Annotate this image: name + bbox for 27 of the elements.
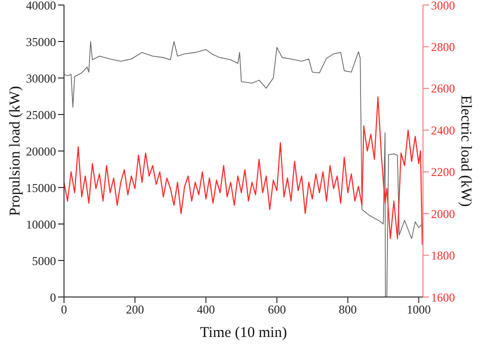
x-tick-label: 0 bbox=[61, 302, 67, 317]
y2-axis-title: Electric load (kW) bbox=[458, 95, 474, 207]
y-axis-title: Propulsion load (kW) bbox=[7, 86, 24, 216]
y-tick-label: 35000 bbox=[26, 34, 56, 49]
x-tick-label: 600 bbox=[268, 302, 286, 317]
y2-tick-label: 2800 bbox=[431, 40, 455, 54]
y-tick-label: 5000 bbox=[32, 254, 56, 268]
y-tick-label: 20000 bbox=[26, 144, 56, 158]
y-tick-label: 15000 bbox=[26, 180, 56, 195]
y-tick-label: 40000 bbox=[26, 0, 56, 12]
y-tick-label: 0 bbox=[50, 290, 56, 304]
x-axis-title: Time (10 min) bbox=[200, 325, 287, 341]
y-tick-label: 30000 bbox=[26, 71, 56, 86]
y-tick-label: 25000 bbox=[26, 108, 56, 122]
y2-tick-label: 1800 bbox=[431, 248, 455, 263]
x-tick-label: 800 bbox=[338, 302, 357, 317]
x-tick-label: 1000 bbox=[406, 302, 431, 317]
y2-tick-label: 2600 bbox=[431, 82, 455, 96]
y2-tick-label: 2200 bbox=[431, 165, 455, 180]
y-tick-label: 10000 bbox=[26, 217, 56, 232]
line-series bbox=[64, 96, 423, 246]
y2-tick-label: 3000 bbox=[431, 0, 455, 12]
x-tick-label: 200 bbox=[126, 302, 144, 317]
y2-tick-label: 2400 bbox=[431, 123, 455, 138]
y2-tick-label: 2000 bbox=[431, 206, 455, 221]
y2-tick-label: 1600 bbox=[431, 290, 455, 304]
x-tick-label: 400 bbox=[196, 302, 215, 317]
